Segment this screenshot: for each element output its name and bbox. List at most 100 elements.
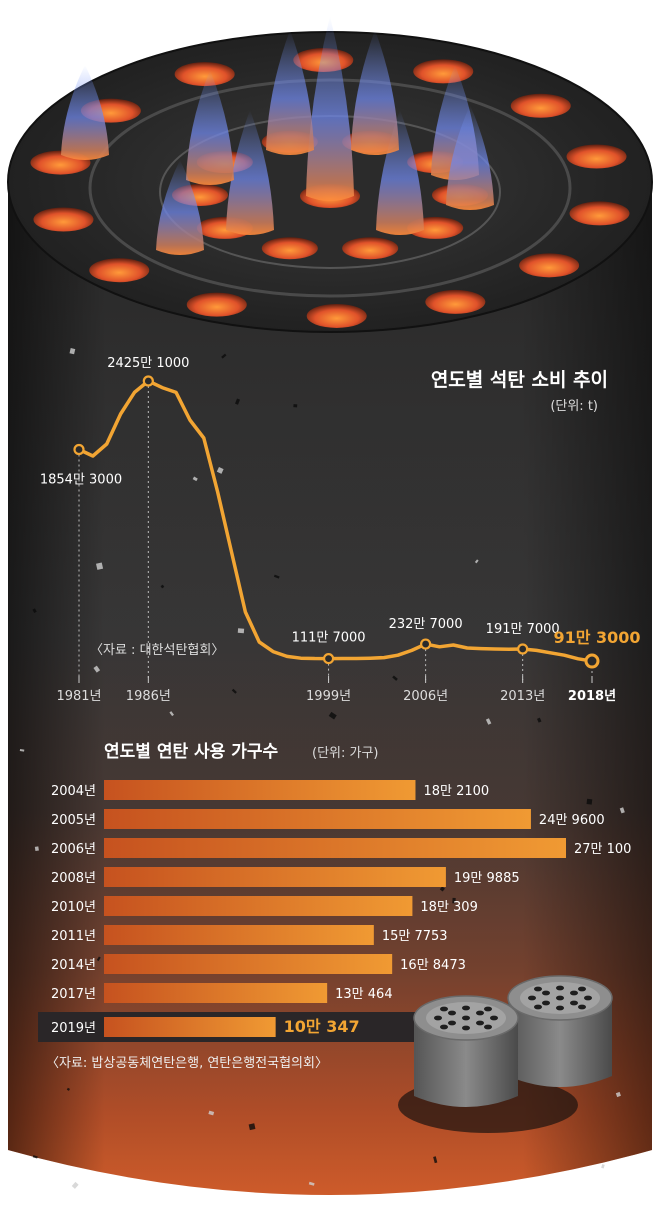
speck bbox=[586, 798, 593, 805]
bar-value-label: 13만 464 bbox=[335, 987, 392, 1002]
speck bbox=[96, 956, 101, 962]
speck bbox=[95, 562, 104, 570]
speck bbox=[69, 348, 76, 355]
line-chart-source: 〈자료 : 대한석탄협회〉 bbox=[90, 643, 224, 658]
speck bbox=[485, 718, 492, 725]
bars: 2004년 18만 2100 2005년 24만 9600 2006년 27만 100 20… bbox=[51, 780, 631, 1037]
bar bbox=[104, 925, 374, 945]
briquette-hole bbox=[584, 995, 592, 1001]
speck bbox=[328, 711, 337, 720]
flame bbox=[351, 30, 399, 155]
flame bbox=[306, 16, 354, 201]
bar-category-label: 2005년 bbox=[51, 813, 96, 828]
speck bbox=[32, 1155, 38, 1159]
bar-chart: 연도별 연탄 사용 가구수 (단위: 가구) 2004년 18만 2100 2005… bbox=[38, 742, 631, 1071]
bar-chart-title: 연도별 연탄 사용 가구수 bbox=[104, 742, 279, 762]
briquettes-icon bbox=[398, 975, 613, 1133]
flame bbox=[186, 70, 234, 185]
speck bbox=[34, 846, 39, 852]
briquette-hole bbox=[528, 995, 536, 1001]
hole bbox=[342, 237, 399, 260]
briquette-side bbox=[508, 998, 612, 1087]
briquette-hole bbox=[578, 1004, 586, 1010]
hole bbox=[89, 258, 150, 283]
x-tick-label: 1999년 bbox=[306, 689, 351, 704]
briquette-hole bbox=[462, 1025, 470, 1031]
line-marker bbox=[73, 443, 85, 456]
hole bbox=[569, 201, 630, 226]
speck bbox=[308, 1181, 315, 1186]
briquette-hole bbox=[490, 1015, 498, 1021]
bar-value-label: 16만 8473 bbox=[400, 958, 466, 973]
hole bbox=[174, 62, 235, 87]
line-marker bbox=[584, 653, 600, 669]
line-value-label: 2425만 1000 bbox=[107, 356, 189, 371]
flame bbox=[61, 65, 109, 160]
hole bbox=[33, 207, 94, 232]
flame bbox=[446, 105, 494, 210]
bar bbox=[104, 867, 446, 887]
speck bbox=[392, 675, 398, 681]
briquette-hole bbox=[556, 985, 564, 991]
speck bbox=[537, 717, 542, 723]
bar bbox=[104, 896, 413, 916]
briquette-side bbox=[414, 1018, 518, 1107]
line-value-label: 91만 3000 bbox=[553, 628, 640, 647]
x-tick-label: 1981년 bbox=[56, 689, 101, 704]
speck bbox=[615, 1091, 621, 1098]
bar-category-label: 2008년 bbox=[51, 871, 96, 886]
bar-category-label: 2014년 bbox=[51, 958, 96, 973]
briquette-hole bbox=[556, 995, 564, 1001]
speck bbox=[439, 886, 445, 892]
briquette-hole bbox=[440, 1024, 448, 1030]
briquette-hole bbox=[534, 986, 542, 992]
briquette-hole bbox=[484, 1006, 492, 1012]
x-axis-ticks: 1981년 1986년 1999년 2006년 2013년 2018년 bbox=[56, 676, 616, 704]
bar-category-label: 2019년 bbox=[51, 1021, 96, 1036]
briquette-hole bbox=[462, 1005, 470, 1011]
line-value-label: 232만 7000 bbox=[389, 617, 463, 632]
briquette-hole bbox=[484, 1024, 492, 1030]
hole bbox=[425, 289, 486, 314]
speck bbox=[19, 748, 25, 752]
flame bbox=[156, 160, 204, 255]
speck bbox=[293, 404, 298, 408]
briquette-hole bbox=[542, 990, 550, 996]
line-value-label: 1854만 3000 bbox=[40, 472, 122, 487]
briquette-hole bbox=[448, 1010, 456, 1016]
speck bbox=[273, 574, 280, 579]
hole bbox=[519, 253, 580, 278]
bar bbox=[104, 838, 566, 858]
hole bbox=[566, 144, 627, 169]
speck bbox=[192, 476, 198, 482]
speck bbox=[208, 1110, 215, 1116]
bar-category-label: 2011년 bbox=[51, 929, 96, 944]
bar-category-label: 2017년 bbox=[51, 987, 96, 1002]
briquette-hole bbox=[448, 1020, 456, 1026]
speck bbox=[452, 897, 456, 904]
bar-value-label: 10만 347 bbox=[284, 1017, 360, 1036]
briquette-hole bbox=[578, 986, 586, 992]
flame bbox=[226, 110, 274, 235]
speck bbox=[71, 1181, 79, 1189]
bar bbox=[104, 983, 328, 1003]
line-marker bbox=[322, 652, 335, 665]
bar-chart-source: 〈자료: 밥상공동체연탄은행, 연탄은행전국협의회〉 bbox=[46, 1055, 328, 1071]
speck bbox=[160, 584, 165, 589]
bar-value-label: 24만 9600 bbox=[539, 813, 605, 828]
speck bbox=[231, 688, 237, 694]
line-value-label: 111만 7000 bbox=[292, 631, 366, 646]
x-tick-label: 2006년 bbox=[403, 689, 448, 704]
bar-category-label: 2004년 bbox=[51, 784, 96, 799]
hole bbox=[306, 303, 367, 328]
hole bbox=[261, 237, 318, 260]
bar-value-label: 19만 9885 bbox=[454, 871, 520, 886]
speck bbox=[32, 608, 37, 614]
speck bbox=[221, 353, 227, 359]
bar-category-label: 2006년 bbox=[51, 842, 96, 857]
line-marker bbox=[517, 643, 529, 655]
briquette-hole bbox=[434, 1015, 442, 1021]
x-tick-label: 2018년 bbox=[568, 689, 616, 704]
